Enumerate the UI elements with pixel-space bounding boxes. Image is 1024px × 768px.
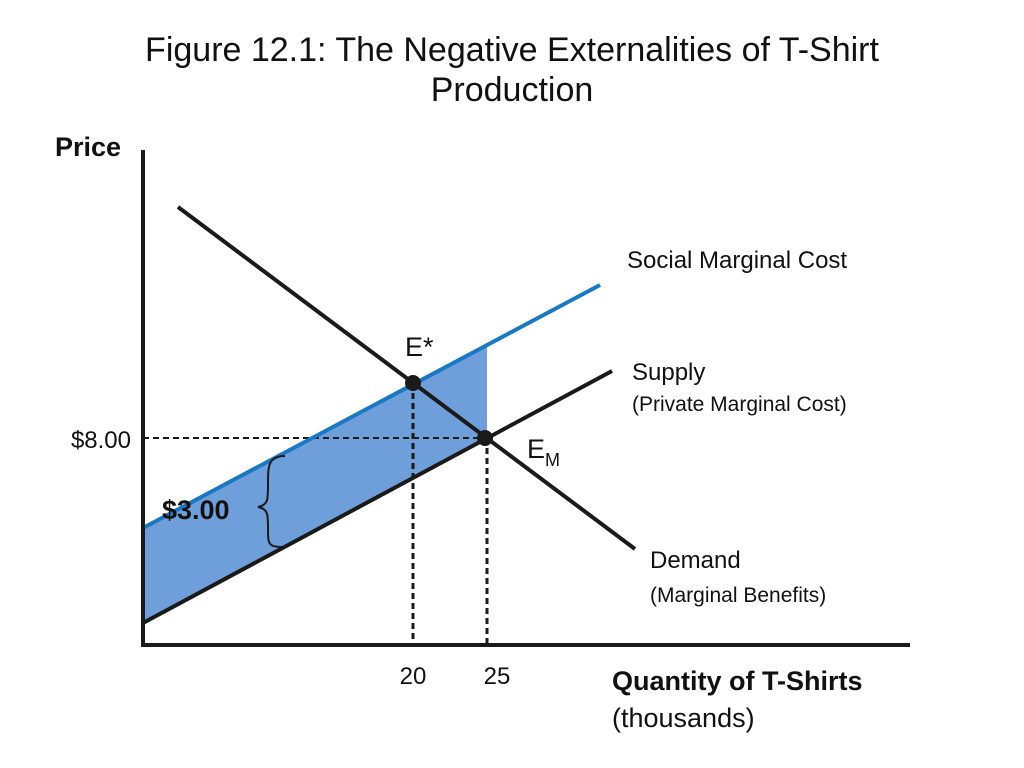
social-optimum-point	[405, 375, 421, 391]
supply-curve	[142, 369, 613, 625]
externality-amount-label: $3.00	[162, 495, 230, 525]
demand-curve-label: Demand	[650, 547, 741, 574]
x-tick-label-25: 25	[484, 663, 511, 690]
social-marginal-cost-curve	[142, 283, 601, 530]
demand-curve	[176, 205, 637, 551]
x-axis-label: Quantity of T-Shirts	[612, 666, 863, 696]
externality-brace	[257, 455, 286, 548]
market-equilibrium-label-sub: M	[545, 450, 560, 470]
smc-curve-label: Social Marginal Cost	[627, 247, 847, 274]
externality-shaded-region	[143, 346, 487, 623]
supply-curve-sublabel: (Private Marginal Cost)	[632, 393, 847, 416]
market-equilibrium-label: EM	[527, 434, 560, 470]
market-equilibrium-label-main: E	[527, 434, 545, 464]
x-tick-label-20: 20	[400, 663, 427, 690]
supply-curve-label: Supply	[632, 359, 705, 386]
figure-title: Figure 12.1: The Negative Externalities …	[145, 31, 879, 109]
y-axis-label: Price	[55, 132, 121, 162]
demand-curve-sublabel: (Marginal Benefits)	[650, 584, 826, 607]
market-equilibrium-point	[477, 430, 493, 446]
x-axis-unit-label: (thousands)	[612, 703, 755, 733]
social-optimum-label: E*	[405, 332, 434, 362]
y-tick-label: $8.00	[71, 427, 131, 454]
